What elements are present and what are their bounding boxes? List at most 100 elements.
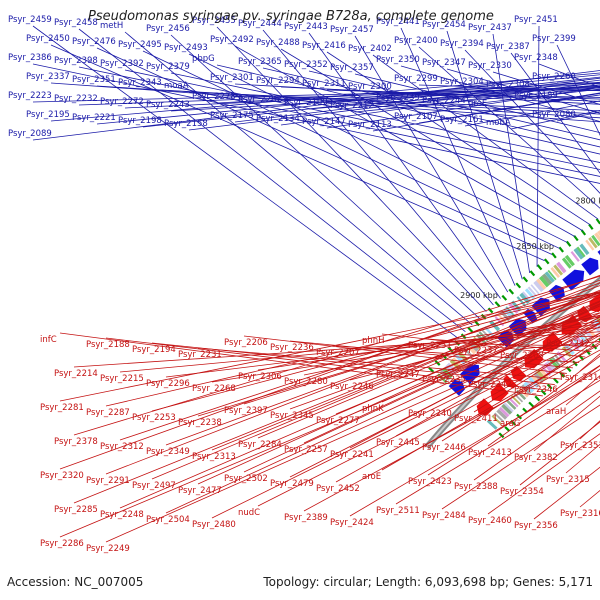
tick-mark xyxy=(501,294,508,301)
reverse-gene-label: Psyr_2353 xyxy=(560,441,600,451)
reverse-gene-label: Psyr_2281 xyxy=(40,403,84,413)
forward-gene-label: Psyr_2161 xyxy=(440,115,484,125)
forward-gene-label: Psyr_2147 xyxy=(302,117,346,127)
reverse-label-connector xyxy=(441,404,600,510)
cog-band-segment xyxy=(489,417,500,428)
forward-gene-label: Psyr_2301 xyxy=(210,73,254,83)
reverse-label-connector xyxy=(473,332,600,413)
reverse-gene-label: Psyr_2445 xyxy=(376,438,420,448)
cog-band-segment xyxy=(541,273,553,285)
forward-gene-label: Psyr_2343 xyxy=(118,78,162,88)
cog-band-segment xyxy=(530,284,540,295)
forward-gene-label: Psyr_2351 xyxy=(72,75,116,85)
reverse-label-connector xyxy=(105,282,600,475)
cog-band-segment xyxy=(576,246,586,258)
genome-title: Pseudomonas syringae pv. syringae B728a,… xyxy=(88,9,494,24)
cog-band-segment xyxy=(551,356,561,367)
forward-gene-label: Psyr_2282 xyxy=(238,95,282,105)
reverse-label-connector xyxy=(349,368,600,517)
reverse-gene-label: Psyr_2346 xyxy=(514,385,558,395)
forward-label-connector xyxy=(124,69,600,170)
reverse-label-connector xyxy=(59,274,600,470)
tick-mark xyxy=(498,432,505,439)
cog-band-segment xyxy=(536,278,547,290)
forward-gene-label: Psyr_2308 xyxy=(486,80,530,90)
reverse-label-connector xyxy=(579,353,600,372)
tick-mark xyxy=(553,377,559,384)
reverse-gene-label: Psyr_2306 xyxy=(238,372,282,382)
forward-gene-label: Psyr_2394 xyxy=(440,39,484,49)
forward-gene-label: Psyr_2365 xyxy=(238,57,282,67)
reverse-gene-label: Psyr_2389 xyxy=(284,513,328,523)
reverse-label-connector xyxy=(105,291,600,407)
forward-label-connector xyxy=(418,46,600,209)
reverse-gene-label: Psyr_2497 xyxy=(132,481,176,491)
tick-mark xyxy=(543,258,550,265)
reverse-gene-label: Psyr_2241 xyxy=(330,450,374,460)
cog-band-segment xyxy=(590,321,600,333)
forward-label-connector xyxy=(188,91,600,112)
forward-gene-label: Psyr_2416 xyxy=(302,41,346,51)
reverse-label-connector xyxy=(243,305,600,473)
forward-label-connector xyxy=(536,25,540,267)
forward-gene-arrow xyxy=(597,250,600,256)
forward-gene-label: Psyr_2113 xyxy=(348,120,392,130)
forward-gene-arrow xyxy=(497,330,514,348)
cog-band-segment xyxy=(553,264,564,276)
forward-gene-label: Psyr_2347 xyxy=(422,58,466,68)
reverse-gene-label: Psyr_2378 xyxy=(54,437,98,447)
scale-labels: 2450 kbp2500 kbp2550 kbp2600 kbp2650 kbp… xyxy=(460,196,600,300)
forward-label-connector xyxy=(32,63,600,184)
reverse-label-connector xyxy=(289,296,600,410)
forward-label-connector xyxy=(280,86,600,102)
forward-gene-label: Psyr_2300 xyxy=(348,82,392,92)
forward-label-connector xyxy=(538,63,600,88)
reverse-gene-label: Psyr_2388 xyxy=(454,482,498,492)
forward-label-connector xyxy=(188,53,568,243)
forward-gene-label: Psyr_2387 xyxy=(486,42,530,52)
reverse-gene-label: Psyr_2208 xyxy=(500,351,544,361)
reverse-gene-label: Psyr_2423 xyxy=(408,477,452,487)
reverse-label-connector xyxy=(211,320,600,383)
forward-gene-label: Psyr_2223 xyxy=(8,91,52,101)
forward-label-connector xyxy=(464,100,600,127)
cog-band-segment xyxy=(570,251,580,262)
forward-gene-label: Psyr_2451 xyxy=(514,15,558,25)
cog-band-segment xyxy=(481,329,491,339)
reverse-label-connector xyxy=(73,289,600,504)
forward-gene-label: ureE xyxy=(468,99,487,109)
reverse-gene-label: Psyr_2424 xyxy=(330,518,374,528)
forward-gene-label: Psyr_2443 xyxy=(284,22,328,32)
cog-band-segment xyxy=(498,406,510,418)
reverse-gene-label: aroE xyxy=(362,472,381,482)
reverse-gene-label: Psyr_2236 xyxy=(270,343,314,353)
forward-label-connector xyxy=(124,31,473,326)
reverse-gene-label: infC xyxy=(40,335,57,345)
cog-band-segment xyxy=(501,403,513,415)
cog-band-segment xyxy=(527,286,538,297)
reverse-gene-label: Psyr_2215 xyxy=(100,374,144,384)
reverse-gene-label: Psyr_2235 xyxy=(422,375,466,385)
reverse-gene-label: Psyr_2511 xyxy=(376,506,420,516)
cog-band-segment xyxy=(550,266,561,278)
forward-gene-label: Psyr_2476 xyxy=(72,37,116,47)
forward-label-connector xyxy=(96,74,600,125)
forward-label-connector xyxy=(216,64,600,155)
forward-label-connector xyxy=(78,28,466,333)
cog-band-segment xyxy=(559,260,569,272)
scale-label: 2800 kbp xyxy=(575,196,600,205)
reverse-label-connector xyxy=(165,312,600,514)
forward-label-connector xyxy=(78,66,600,177)
reverse-gene-label: Psyr_2194 xyxy=(132,345,176,355)
reverse-label-connector xyxy=(165,285,600,446)
reverse-label-connector xyxy=(257,332,600,507)
cog-band-segment xyxy=(588,237,598,249)
accession-text: Accession: NC_007005 xyxy=(7,575,144,589)
forward-gene-label: Psyr_2244 xyxy=(422,96,466,106)
reverse-gene-label: Psyr_2249 xyxy=(86,544,130,554)
cog-band-segment xyxy=(594,232,600,243)
tick-mark xyxy=(534,395,541,402)
forward-gene-label: moaA xyxy=(164,81,189,91)
forward-gene-label: Psyr_2189 xyxy=(514,91,558,101)
forward-gene-arrow xyxy=(581,257,599,276)
